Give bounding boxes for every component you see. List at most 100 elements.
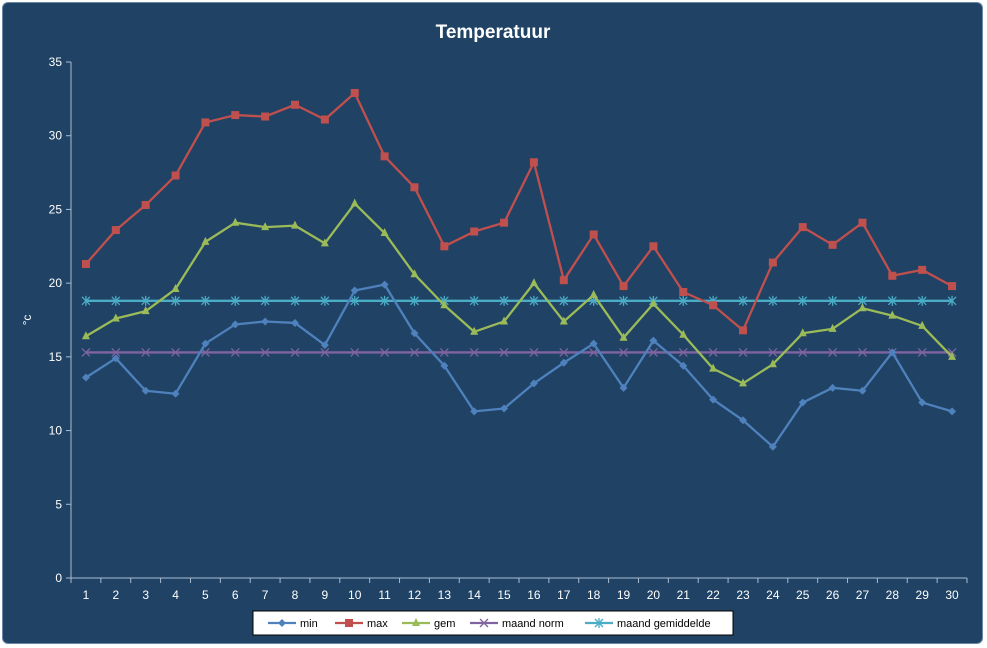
data-point-marker (918, 265, 927, 274)
data-point-marker (619, 295, 628, 306)
data-point-marker (678, 295, 688, 306)
data-point-marker (111, 295, 121, 306)
x-tick-labels: 1 2 3 4 5 6 7 8 9 10 11 12 13 14 15 16 17 18 19 20 21 22 23 24 2… (83, 588, 959, 602)
data-point-marker (918, 320, 927, 329)
data-point-marker (798, 347, 808, 357)
x-tick-label: 22 (706, 588, 720, 602)
data-point-marker (230, 347, 240, 357)
legend-item-maand-norm: maand norm (470, 618, 564, 630)
data-point-marker (171, 389, 180, 398)
data-point-marker (858, 218, 867, 227)
x-tick-label: 20 (647, 588, 661, 602)
data-point-marker (469, 347, 479, 357)
data-point-marker (679, 361, 688, 370)
y-axis-label: °c (20, 315, 34, 326)
data-point-marker (499, 347, 509, 357)
x-tick-label: 30 (945, 588, 959, 602)
data-point-marker (499, 295, 509, 306)
x-tick-label: 8 (292, 588, 299, 602)
data-point-marker (559, 295, 569, 306)
data-point-marker (410, 295, 419, 306)
data-point-marker (739, 378, 747, 387)
legend: min max gem maand norm maand gemiddelde (252, 610, 734, 636)
data-point-marker (948, 351, 957, 360)
data-point-marker (141, 306, 150, 315)
x-tick-label: 24 (766, 588, 780, 602)
data-point-marker (678, 347, 688, 357)
data-point-marker (619, 282, 628, 291)
data-point-marker (320, 115, 329, 124)
data-point-marker (559, 347, 569, 357)
data-point-marker (320, 238, 329, 247)
data-point-marker (260, 347, 270, 357)
data-point-marker (858, 386, 867, 395)
x-tick-label: 29 (916, 588, 930, 602)
x-tick-label: 6 (232, 588, 239, 602)
data-point-marker (171, 347, 180, 357)
y-tick-label: 0 (55, 571, 62, 585)
y-tick-label: 20 (49, 276, 63, 290)
series-max (81, 88, 957, 335)
data-point-marker (380, 152, 389, 161)
data-point-marker (559, 358, 568, 367)
data-point-marker (380, 228, 389, 237)
data-point-marker (230, 295, 240, 306)
data-point-marker (589, 289, 598, 298)
legend-label: maand gemiddelde (617, 618, 711, 630)
data-point-marker (320, 295, 330, 306)
data-point-marker (111, 354, 120, 363)
series-gem (81, 198, 957, 387)
data-point-marker (649, 242, 658, 251)
data-point-marker (81, 295, 91, 306)
x-tick-label: 14 (468, 588, 482, 602)
series-line-max (85, 91, 953, 332)
data-point-marker (798, 295, 808, 306)
data-point-marker (828, 323, 837, 332)
data-point-marker (500, 316, 509, 325)
data-point-marker (200, 295, 210, 306)
data-point-marker (141, 201, 150, 210)
data-point-marker (380, 280, 389, 289)
data-point-marker (858, 303, 867, 312)
series-line-min (85, 283, 953, 448)
data-point-marker (290, 347, 300, 357)
data-point-marker (440, 361, 449, 370)
legend-item-gem: gem (402, 618, 455, 630)
data-point-marker (708, 347, 718, 357)
x-tick-label: 2 (112, 588, 119, 602)
data-point-marker (888, 348, 897, 357)
data-point-marker (649, 336, 658, 345)
data-point-marker (231, 111, 240, 120)
x-tick-label: 12 (408, 588, 422, 602)
x-tick-label: 17 (557, 588, 571, 602)
x-tick-label: 23 (736, 588, 750, 602)
data-point-marker (768, 359, 777, 368)
x-tick-label: 27 (856, 588, 870, 602)
series-layer (81, 88, 957, 451)
x-tick-label: 16 (527, 588, 541, 602)
data-point-marker (529, 158, 538, 167)
data-point-marker (479, 618, 489, 628)
data-point-marker (529, 278, 538, 287)
data-point-marker (440, 300, 449, 309)
data-point-marker (171, 284, 180, 293)
data-point-marker (290, 295, 300, 306)
data-point-marker (291, 318, 299, 327)
x-tick-label: 15 (497, 588, 511, 602)
data-point-marker (81, 373, 90, 382)
y-tick-labels: 0 5 10 15 20 25 30 35 (49, 55, 63, 585)
data-point-marker (201, 236, 210, 245)
data-point-marker (141, 295, 151, 306)
y-tick-label: 35 (49, 55, 63, 69)
data-point-marker (201, 339, 210, 348)
data-point-marker (291, 220, 299, 229)
data-point-marker (709, 363, 718, 372)
data-point-marker (948, 407, 957, 416)
data-point-marker (768, 295, 778, 306)
legend-item-max: max (335, 618, 388, 630)
y-tick-label: 15 (49, 350, 63, 364)
data-point-marker (887, 295, 897, 306)
data-point-marker (739, 326, 747, 335)
x-tick-label: 25 (796, 588, 810, 602)
